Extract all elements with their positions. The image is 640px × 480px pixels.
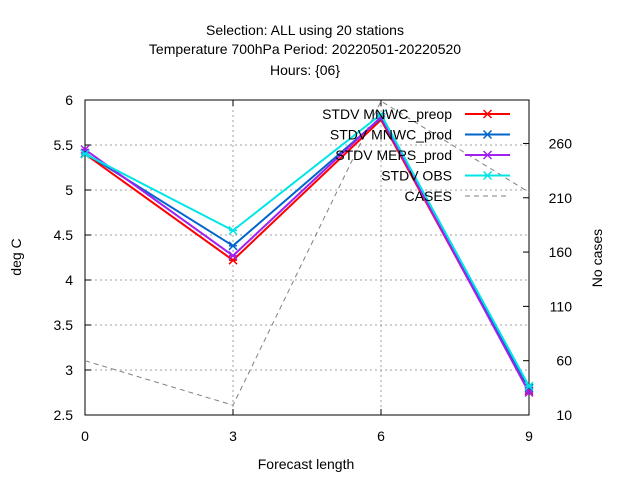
data-point-marker	[228, 255, 238, 265]
grid	[85, 100, 529, 415]
legend-label: STDV MNWC_prod	[330, 127, 452, 143]
title-line-3: Hours: {06}	[270, 62, 340, 78]
legend-marker	[482, 109, 493, 119]
legend-entry: CASES	[405, 188, 510, 204]
legend-label: STDV MEPS_prod	[335, 147, 452, 163]
legend-marker	[482, 150, 493, 160]
y-tick-label: 2.5	[54, 407, 74, 423]
data-point-marker	[228, 251, 238, 261]
y-axis-label: deg C	[8, 238, 24, 275]
series-line	[84, 116, 530, 389]
y2-tick-label: 210	[549, 190, 573, 206]
y2-tick-label: 110	[550, 298, 573, 314]
x-tick-label: 0	[81, 428, 89, 444]
y2-tick-label: 160	[549, 244, 573, 260]
data-point-marker	[524, 381, 534, 391]
y2-tick-label: 60	[556, 353, 572, 369]
y-tick-label: 3	[65, 362, 73, 378]
legend-label: STDV MNWC_preop	[322, 106, 452, 122]
x-tick-label: 3	[229, 428, 237, 444]
series-stdv-obs	[80, 109, 534, 391]
data-point-marker	[228, 241, 238, 251]
series-cases	[84, 100, 530, 406]
y-tick-label: 3.5	[54, 317, 74, 333]
series-line	[84, 115, 530, 393]
y2-tick-label: 10	[556, 407, 572, 423]
data-point-marker	[376, 109, 386, 119]
plot-frame	[84, 99, 530, 416]
data-point-marker	[228, 225, 238, 236]
title-line-1: Selection: ALL using 20 stations	[206, 22, 404, 38]
legend-label: CASES	[405, 188, 452, 204]
x-tick-label: 6	[377, 428, 385, 444]
title-line-2: Temperature 700hPa Period: 20220501-2022…	[149, 41, 461, 57]
series-line	[84, 112, 530, 387]
y-tick-label: 4.5	[54, 227, 74, 243]
series-stdv-mnwc-preop	[80, 115, 534, 396]
y-tick-label: 5	[65, 182, 73, 198]
series-line	[84, 118, 530, 392]
legend-label: STDV OBS	[381, 168, 452, 184]
series-lines	[80, 100, 534, 406]
chart-title: Selection: ALL using 20 stations Tempera…	[149, 22, 461, 78]
legend-entry: STDV MNWC_prod	[330, 127, 510, 143]
legend-entry: STDV MNWC_preop	[322, 106, 510, 122]
legend: STDV MNWC_preop STDV MNWC_prod STDV MEPS_p…	[322, 106, 510, 204]
legend-entry: STDV OBS	[381, 168, 510, 184]
y-tick-label: 5.5	[54, 137, 74, 153]
y2-tick-label: 260	[549, 135, 573, 151]
y-tick-label: 4	[65, 272, 73, 288]
data-point-marker	[80, 149, 90, 159]
x-axis-label: Forecast length	[258, 456, 355, 472]
legend-marker	[482, 170, 493, 181]
y-tick-label: 6	[65, 92, 73, 108]
legend-entry: STDV MEPS_prod	[335, 147, 510, 163]
y2-axis-label: No cases	[589, 229, 605, 287]
series-line	[84, 100, 530, 406]
x-tick-label: 9	[525, 428, 533, 444]
legend-marker	[482, 129, 493, 140]
